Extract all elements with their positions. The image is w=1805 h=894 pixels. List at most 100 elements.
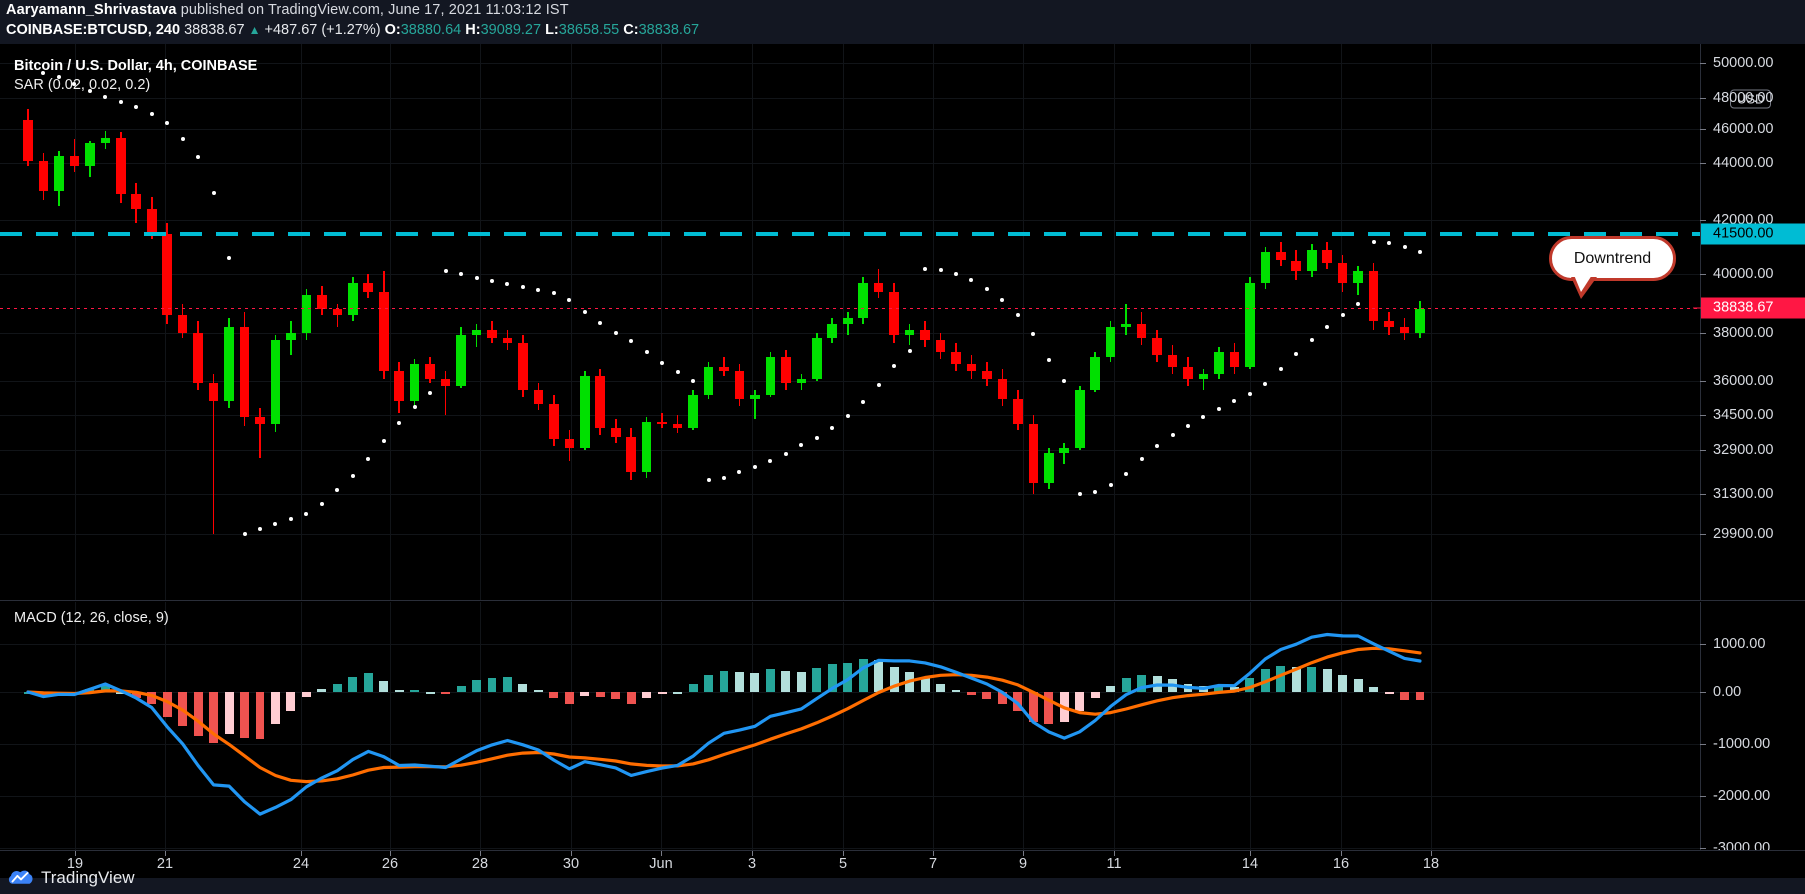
macd-histogram-bar <box>348 676 358 692</box>
sar-dot <box>381 438 386 443</box>
sar-indicator-legend[interactable]: SAR (0.02, 0.02, 0.2) <box>14 77 151 93</box>
candle-body <box>332 309 343 316</box>
sar-dot <box>1015 312 1020 317</box>
candle-body <box>409 364 420 402</box>
gridline-horizontal <box>0 163 1700 164</box>
candle-body <box>394 371 404 402</box>
gridline-vertical <box>1023 44 1024 600</box>
candle-body <box>471 330 482 336</box>
candle-body <box>224 327 234 402</box>
macd-histogram-bar <box>936 683 946 692</box>
macd-histogram-bar <box>843 662 853 692</box>
sar-dot <box>752 464 757 469</box>
candle-body <box>38 161 49 192</box>
macd-histogram-bar <box>209 692 219 743</box>
sar-dot <box>1232 399 1237 404</box>
tradingview-logo[interactable]: TradingView <box>8 868 135 888</box>
sar-dot <box>1356 302 1361 307</box>
time-tick-mark <box>1114 851 1115 856</box>
publish-info-bar: Aaryamann_Shrivastava published on Tradi… <box>0 0 1805 22</box>
macd-tick-mark <box>1700 744 1706 745</box>
candle-body <box>100 137 111 143</box>
sar-dot <box>350 474 355 479</box>
gridline-horizontal <box>0 129 1700 130</box>
sar-dot <box>258 526 262 531</box>
time-tick-mark <box>1250 851 1251 856</box>
candle-body <box>1276 252 1286 261</box>
price-tick-label: 38000.00 <box>1713 325 1774 341</box>
sar-dot <box>660 360 665 365</box>
candle-body <box>348 282 358 316</box>
sar-dot <box>938 268 943 273</box>
candle-body <box>131 194 142 209</box>
resistance-level-line[interactable] <box>0 231 1700 236</box>
macd-pane[interactable]: MACD (12, 26, close, 9) <box>0 602 1700 850</box>
gridline-vertical <box>571 44 572 600</box>
sar-dot <box>1124 471 1129 476</box>
symbol-label[interactable]: COINBASE:BTCUSD, 240 <box>6 22 181 38</box>
sar-dot <box>1340 312 1345 317</box>
sar-dot <box>907 348 912 353</box>
macd-histogram-bar <box>1276 666 1286 692</box>
downtrend-callout[interactable]: Downtrend <box>1549 236 1676 299</box>
price-pane[interactable]: Bitcoin / U.S. Dollar, 4h, COINBASE SAR … <box>0 44 1700 600</box>
time-tick-label: 30 <box>562 856 580 872</box>
macd-histogram-bar <box>1400 692 1410 700</box>
time-tick-mark <box>661 851 662 856</box>
signal-line <box>26 646 1422 784</box>
candle-body <box>146 208 157 234</box>
candle-body <box>440 378 451 386</box>
candle-wick <box>475 324 478 348</box>
chart-canvas[interactable]: Bitcoin / U.S. Dollar, 4h, COINBASE SAR … <box>0 44 1805 856</box>
sar-dot <box>814 435 819 440</box>
sar-dot <box>1139 456 1144 461</box>
sar-dot <box>1031 332 1036 337</box>
price-tick-mark <box>1700 333 1706 334</box>
macd-histogram-bar <box>920 677 930 692</box>
candle-body <box>286 333 296 341</box>
macd-histogram-bar <box>796 671 806 692</box>
macd-histogram-bar <box>1353 678 1363 692</box>
price-tick-label: 29900.00 <box>1713 526 1774 542</box>
candle-body <box>487 330 497 338</box>
price-axis[interactable]: USD 50000.00 48000.00 46000.00 44000.00 4200… <box>1693 44 1805 600</box>
time-tick-mark <box>1341 851 1342 856</box>
macd-histogram-bar <box>1369 687 1379 692</box>
candle-wick <box>1063 443 1066 464</box>
macd-tick-mark <box>1700 796 1706 797</box>
sar-dot <box>1186 423 1190 428</box>
sar-dot <box>1062 379 1067 384</box>
author-name: Aaryamann_Shrivastava <box>6 2 177 18</box>
candle-body <box>456 335 466 386</box>
last-price-badge[interactable]: 38838.67 <box>1693 297 1805 319</box>
candle-body <box>1136 324 1147 338</box>
macd-histogram-bar <box>162 692 172 718</box>
candle-body <box>595 376 606 429</box>
sar-dot <box>984 286 989 291</box>
macd-axis[interactable]: 1000.00 0.00 -1000.00 -2000.00 -3000.00 <box>1700 602 1805 856</box>
sar-dot <box>1247 392 1252 397</box>
close-value: 38838.67 <box>638 22 700 38</box>
macd-tick-mark <box>1700 848 1706 849</box>
macd-histogram-bar <box>719 670 729 692</box>
macd-histogram-bar <box>704 675 714 692</box>
sar-dot <box>567 298 572 303</box>
gridline-vertical <box>480 602 481 850</box>
time-axis[interactable]: 19 21 24 26 28 30 Jun 3 5 7 9 11 14 16 18 <box>0 850 1805 878</box>
gridline-horizontal <box>0 534 1700 535</box>
time-tick-label: 21 <box>156 856 174 872</box>
callout-bubble: Downtrend <box>1549 236 1676 281</box>
sar-dot <box>629 339 634 344</box>
macd-histogram-bar <box>858 659 868 692</box>
candle-body <box>1337 263 1348 283</box>
sar-dot <box>691 379 696 384</box>
macd-histogram-bar <box>657 692 667 695</box>
time-tick-label: 16 <box>1332 856 1350 872</box>
candle-body <box>1260 252 1271 283</box>
gridline-vertical <box>390 602 391 850</box>
high-value: 39089.27 <box>480 22 542 38</box>
candle-body <box>193 333 203 384</box>
resistance-price-badge[interactable]: 41500.00 <box>1701 223 1805 244</box>
sar-dot <box>505 281 510 286</box>
sar-dot <box>969 277 974 282</box>
